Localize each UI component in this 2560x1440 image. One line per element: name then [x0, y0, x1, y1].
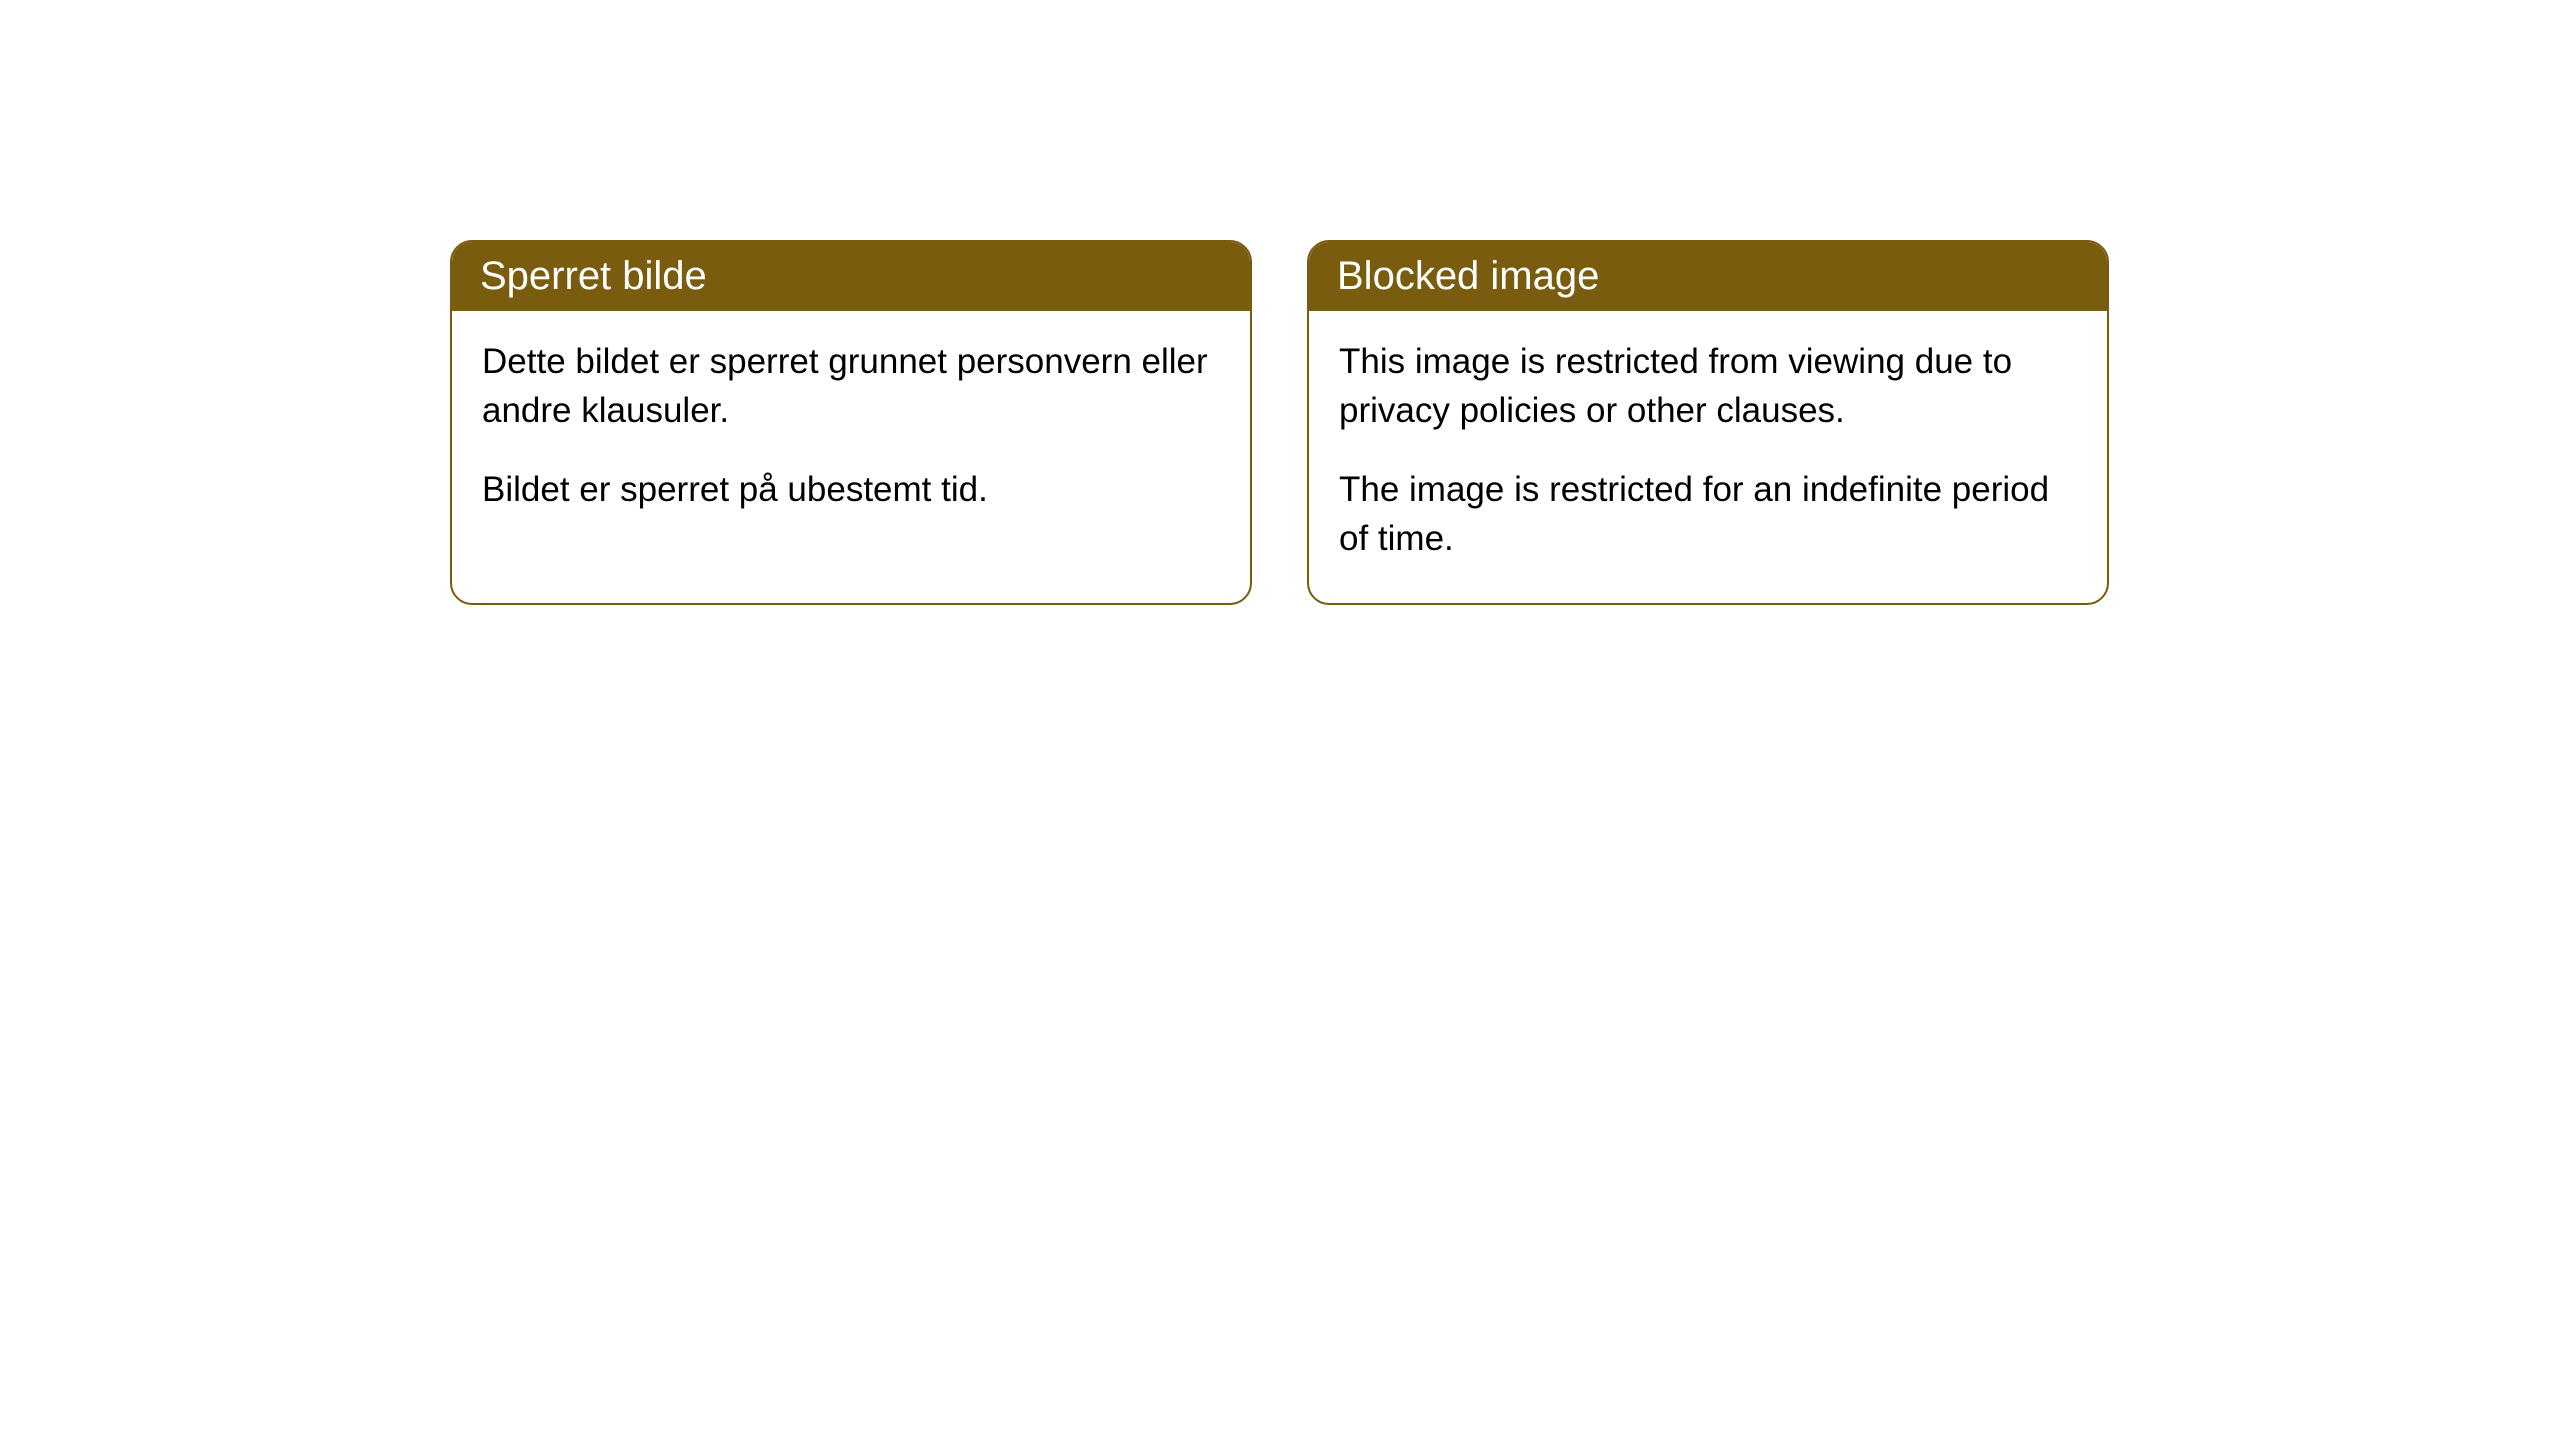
card-paragraph-1-norwegian: Dette bildet er sperret grunnet personve…: [482, 337, 1220, 435]
card-body-norwegian: Dette bildet er sperret grunnet personve…: [452, 311, 1250, 554]
card-body-english: This image is restricted from viewing du…: [1309, 311, 2107, 603]
card-paragraph-2-norwegian: Bildet er sperret på ubestemt tid.: [482, 465, 1220, 514]
card-title-english: Blocked image: [1309, 242, 2107, 311]
card-paragraph-2-english: The image is restricted for an indefinit…: [1339, 465, 2077, 563]
blocked-image-card-english: Blocked image This image is restricted f…: [1307, 240, 2109, 605]
card-title-norwegian: Sperret bilde: [452, 242, 1250, 311]
blocked-image-card-norwegian: Sperret bilde Dette bildet er sperret gr…: [450, 240, 1252, 605]
card-paragraph-1-english: This image is restricted from viewing du…: [1339, 337, 2077, 435]
notice-container: Sperret bilde Dette bildet er sperret gr…: [450, 240, 2109, 605]
